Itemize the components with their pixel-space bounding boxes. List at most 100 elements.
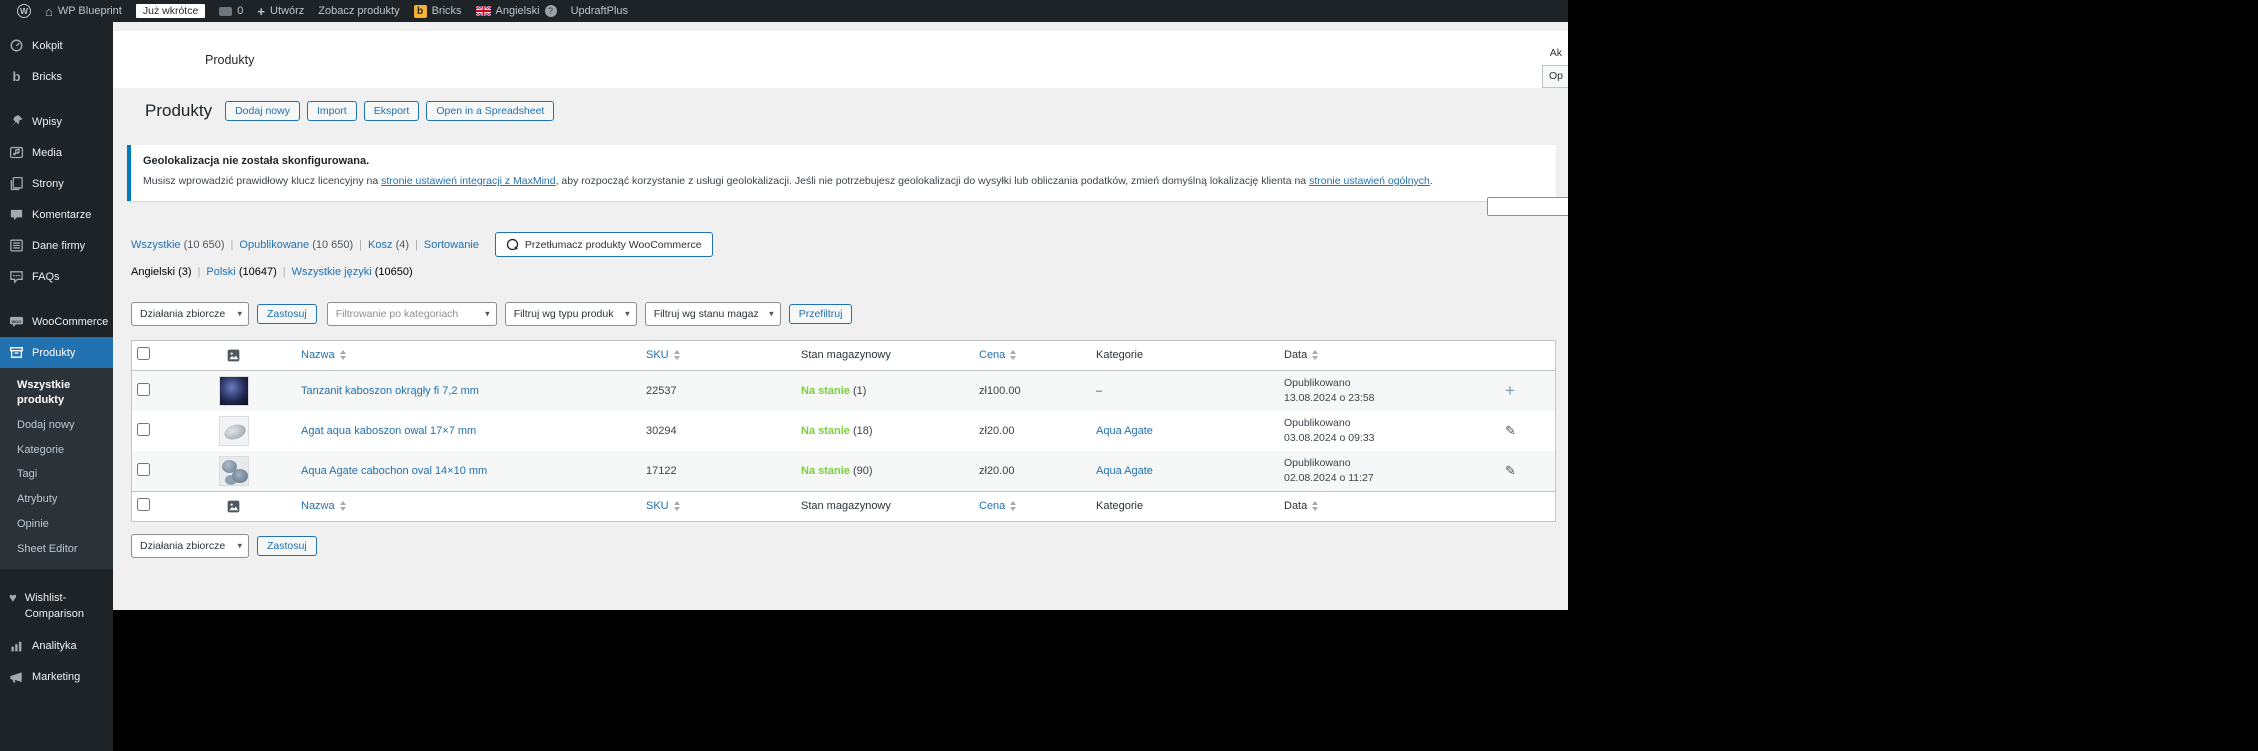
- product-category-link[interactable]: Aqua Agate: [1096, 424, 1153, 437]
- submenu-kategorie[interactable]: Kategorie: [17, 443, 65, 456]
- row-checkbox[interactable]: [137, 382, 150, 396]
- general-settings-link[interactable]: stronie ustawień ogólnych: [1309, 175, 1430, 187]
- updraftplus-menu[interactable]: UpdraftPlus: [564, 0, 635, 22]
- apply-button[interactable]: Zastosuj: [257, 303, 317, 324]
- bulk-actions-select[interactable]: Działania zbiorcze: [131, 301, 249, 326]
- sidebar-item-kokpit[interactable]: Kokpit: [0, 30, 113, 61]
- sidebar-item-dane-firmy[interactable]: Dane firmy: [0, 230, 113, 261]
- row-checkbox[interactable]: [137, 462, 150, 476]
- view-products-label: Zobacz produkty: [318, 5, 400, 17]
- filter-count: (10 650): [312, 238, 354, 251]
- column-header-nazwa[interactable]: Nazwa: [301, 349, 646, 361]
- filter-kosz[interactable]: Kosz: [368, 238, 393, 251]
- bricks-label: Bricks: [431, 5, 462, 17]
- sidebar-label: Kokpit: [32, 39, 63, 52]
- sidebar-item-marketing[interactable]: Marketing: [0, 662, 113, 693]
- comments-menu[interactable]: 0: [212, 0, 250, 22]
- sidebar-label: FAQs: [32, 270, 60, 283]
- view-products-menu[interactable]: Zobacz produkty: [311, 0, 406, 22]
- sidebar-label: Bricks: [32, 70, 62, 83]
- add-new-button[interactable]: Dodaj nowy: [225, 101, 300, 121]
- select-all-checkbox[interactable]: [137, 498, 150, 512]
- sidebar-label: Wpisy: [32, 115, 62, 128]
- column-header-nazwa[interactable]: Nazwa: [301, 500, 646, 512]
- column-header-sku[interactable]: SKU: [646, 500, 801, 512]
- product-category-link[interactable]: Aqua Agate: [1096, 464, 1153, 477]
- sidebar-item-wpisy[interactable]: Wpisy: [0, 106, 113, 137]
- submenu-sheet-editor[interactable]: Sheet Editor: [17, 542, 78, 555]
- bulk-actions-select-bottom[interactable]: Działania zbiorcze: [131, 533, 249, 558]
- sidebar-item-bricks[interactable]: b Bricks: [0, 61, 113, 92]
- sidebar-item-strony[interactable]: Strony: [0, 168, 113, 199]
- lang-polski[interactable]: Polski: [206, 265, 236, 278]
- sort-arrows-icon: [673, 350, 680, 361]
- dashboard-icon: [10, 39, 23, 52]
- category-filter-select[interactable]: Filtrowanie po kategoriach: [326, 301, 497, 326]
- column-header-cena[interactable]: Cena: [979, 500, 1096, 512]
- sidebar-item-analityka[interactable]: Analityka: [0, 631, 113, 662]
- site-name-menu[interactable]: ⌂ WP Blueprint: [38, 0, 129, 22]
- product-name-link[interactable]: Aqua Agate cabochon oval 14×10 mm: [301, 464, 488, 477]
- column-header-kategorie: Kategorie: [1096, 500, 1144, 513]
- import-button[interactable]: Import: [306, 101, 357, 121]
- column-header-cena[interactable]: Cena: [979, 349, 1096, 361]
- main-content: Produkty Ak Op Produkty Dodaj nowy Impor…: [113, 22, 1568, 610]
- stock-status-filter-select[interactable]: Filtruj wg stanu magazynow: [644, 301, 781, 326]
- sidebar-item-produkty[interactable]: Produkty: [0, 337, 113, 368]
- apply-button-bottom[interactable]: Zastosuj: [257, 535, 317, 556]
- coming-soon-badge[interactable]: Już wkrótce: [129, 0, 212, 22]
- sidebar-item-komentarze[interactable]: Komentarze: [0, 199, 113, 230]
- row-checkbox[interactable]: [137, 422, 150, 436]
- column-header-data[interactable]: Data: [1284, 349, 1501, 361]
- media-icon: [9, 146, 24, 159]
- screen-options-tab-cut[interactable]: Op: [1542, 65, 1568, 88]
- search-products-input[interactable]: [1487, 197, 1568, 216]
- open-spreadsheet-button[interactable]: Open in a Spreadsheet: [426, 101, 555, 121]
- sidebar-item-wishlist-comparison[interactable]: ♥ Wishlist-Comparison: [0, 583, 113, 631]
- product-name-link[interactable]: Agat aqua kaboszon owal 17×7 mm: [301, 424, 477, 437]
- product-name-link[interactable]: Tanzanit kaboszon okrągły fi 7,2 mm: [301, 384, 479, 397]
- translate-products-button[interactable]: Przetłumacz produkty WooCommerce: [494, 232, 713, 258]
- product-type-filter-select[interactable]: Filtruj wg typu produktu: [504, 301, 637, 326]
- sidebar-item-faqs[interactable]: FAQs: [0, 261, 113, 292]
- submenu-dodaj-nowy[interactable]: Dodaj nowy: [17, 418, 75, 431]
- submenu-atrybuty[interactable]: Atrybuty: [17, 493, 58, 506]
- export-button[interactable]: Eksport: [363, 101, 420, 121]
- column-header-data[interactable]: Data: [1284, 500, 1501, 512]
- bricks-menu[interactable]: b Bricks: [407, 0, 469, 22]
- column-header-sku[interactable]: SKU: [646, 349, 801, 361]
- separator: |: [415, 238, 418, 251]
- wordpress-menu[interactable]: W: [10, 0, 38, 22]
- sidebar-item-media[interactable]: Media: [0, 137, 113, 168]
- filter-wszystkie[interactable]: Wszystkie: [131, 238, 181, 251]
- submenu-wszystkie-produkty[interactable]: Wszystkie produkty: [17, 379, 71, 406]
- maxmind-settings-link[interactable]: stronie ustawień integracji z MaxMind: [381, 175, 556, 187]
- edit-pencil-icon[interactable]: ✎: [1505, 462, 1516, 478]
- wpml-icon: [506, 239, 519, 251]
- translate-products-label: Przetłumacz produkty WooCommerce: [524, 238, 702, 251]
- bricks-b-icon: b: [12, 69, 21, 84]
- separator: |: [197, 265, 201, 278]
- product-thumbnail[interactable]: [218, 455, 249, 486]
- product-thumbnail[interactable]: [218, 415, 249, 446]
- edit-pencil-icon[interactable]: ✎: [1505, 422, 1516, 438]
- plus-icon: +: [257, 3, 266, 19]
- expand-row-icon[interactable]: +: [1505, 381, 1515, 401]
- filter-opublikowane[interactable]: Opublikowane: [239, 238, 310, 251]
- sort-arrows-icon: [1010, 501, 1017, 512]
- language-menu[interactable]: Angielski ?: [469, 0, 564, 22]
- lang-angielski[interactable]: Angielski: [131, 265, 176, 278]
- filter-sortowanie[interactable]: Sortowanie: [423, 238, 479, 251]
- product-thumbnail[interactable]: [218, 375, 249, 406]
- uk-flag-icon: [475, 6, 491, 16]
- product-price: zł20.00: [979, 464, 1015, 477]
- new-content-label: Utwórz: [270, 5, 305, 17]
- status-filter-row: Wszystkie (10 650) | Opublikowane (10 65…: [131, 231, 1568, 259]
- sidebar-item-woocommerce[interactable]: WOO WooCommerce: [0, 306, 113, 337]
- lang-wszystkie-jezyki[interactable]: Wszystkie języki: [291, 265, 372, 278]
- select-all-checkbox[interactable]: [137, 347, 150, 361]
- new-content-menu[interactable]: + Utwórz: [250, 0, 311, 22]
- filter-button[interactable]: Przefiltruj: [788, 303, 853, 324]
- submenu-tagi[interactable]: Tagi: [17, 468, 38, 481]
- submenu-opinie[interactable]: Opinie: [17, 518, 49, 531]
